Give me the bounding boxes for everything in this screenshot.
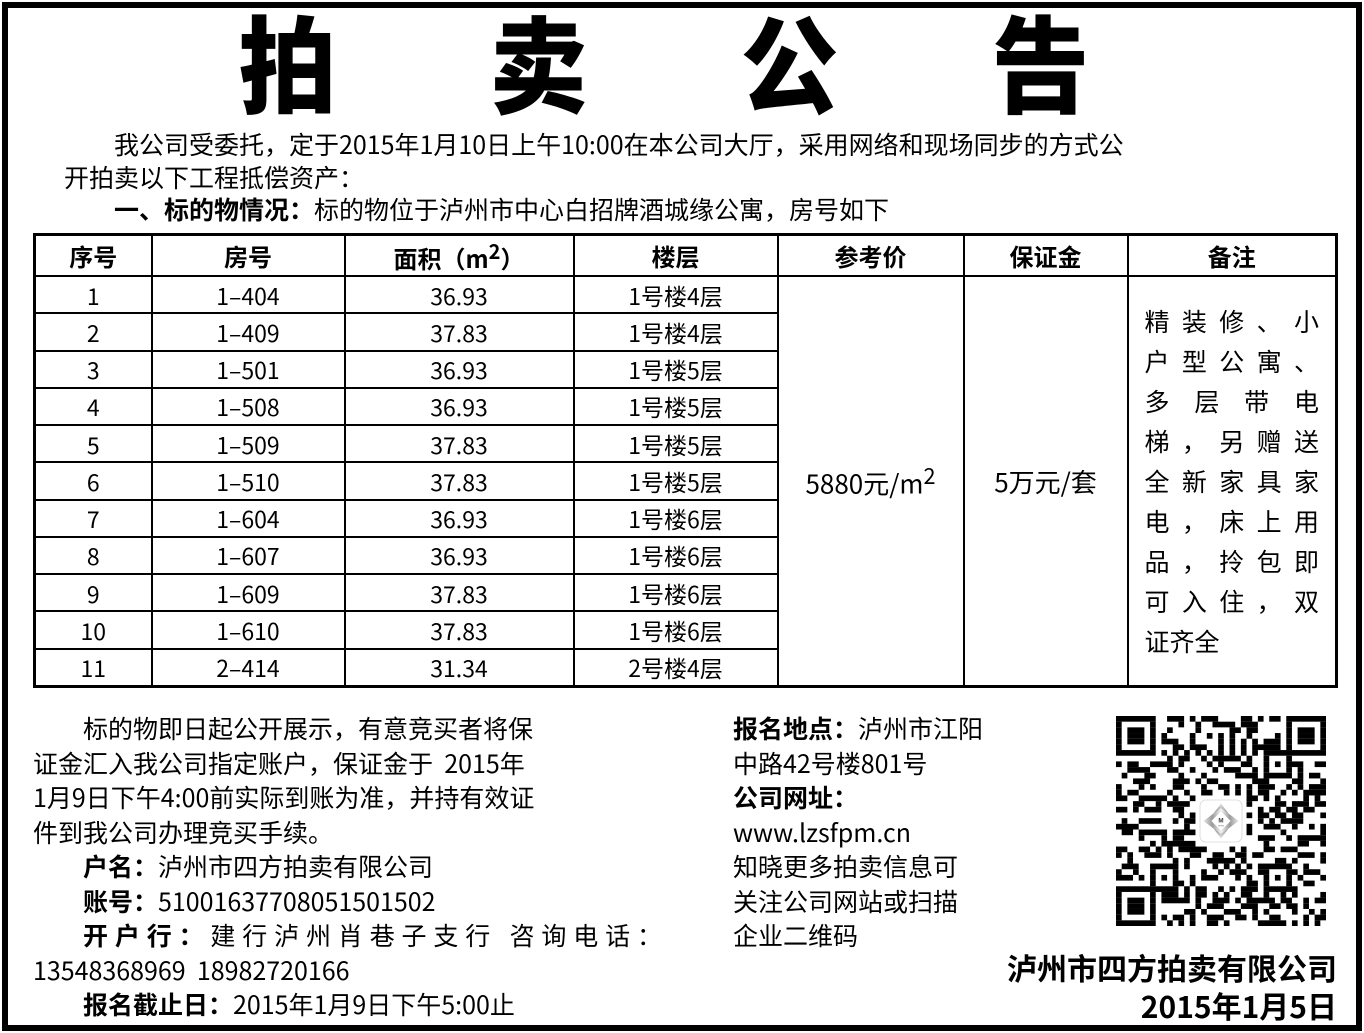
svg-text:M: M xyxy=(1218,818,1223,825)
svg-text:SFPM: SFPM xyxy=(1218,826,1224,828)
